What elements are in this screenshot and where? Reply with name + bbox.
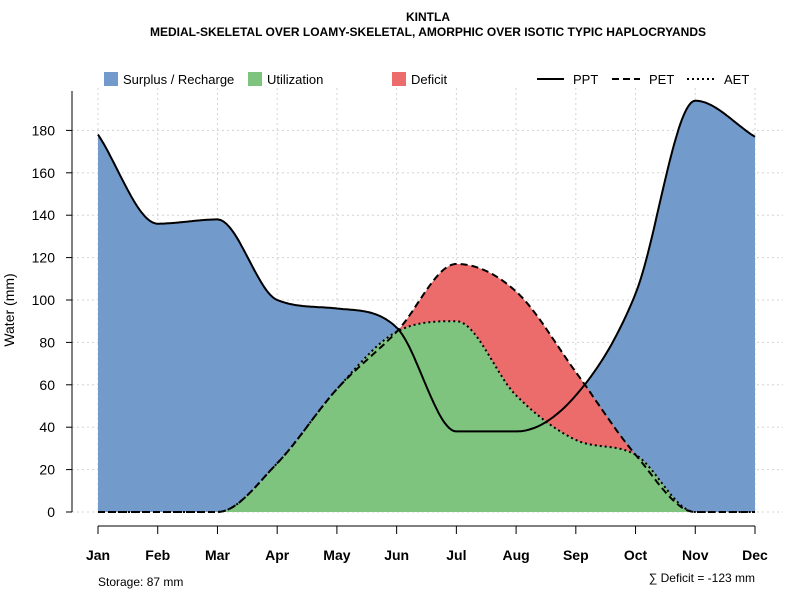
legend-label-ppt: PPT [573,72,598,87]
y-tick-label: 20 [39,462,55,478]
legend-label-deficit: Deficit [411,72,448,87]
areas [98,100,755,512]
legend-swatch-deficit [392,72,406,86]
legend-label-utilization: Utilization [267,72,323,87]
x-tick-label: Feb [145,547,170,563]
legend-swatch-utilization [248,72,262,86]
chart-title: KINTLA [406,10,450,24]
aet-line [98,320,755,513]
y-tick-label: 80 [39,334,55,350]
x-tick-label: Apr [265,547,290,563]
x-tick-label: May [323,547,350,563]
utilization-area [98,321,755,512]
chart-subtitle: MEDIAL-SKELETAL OVER LOAMY-SKELETAL, AMO… [150,25,706,39]
pet-line [98,263,755,513]
y-tick-label: 0 [47,504,55,520]
x-tick-label: Aug [502,547,529,563]
series-lines [97,99,756,513]
y-axis-label: Water (mm) [1,273,17,346]
x-tick-label: Sep [563,547,589,563]
ppt-line [97,99,756,433]
y-tick-label: 60 [39,377,55,393]
legend-label-surplus: Surplus / Recharge [123,72,234,87]
axes: 0 20 40 60 80 100 120 140 160 180 Jan Feb Mar Apr May J… [32,91,768,563]
y-tick-label: 140 [32,207,56,223]
x-tick-label: Mar [205,547,230,563]
legend-label-pet: PET [649,72,674,87]
x-tick-label: Jul [446,547,466,563]
storage-annotation: Storage: 87 mm [98,575,183,589]
x-tick-label: Nov [682,547,709,563]
y-tick-label: 160 [32,165,56,181]
y-tick-label: 40 [39,419,55,435]
legend-label-aet: AET [724,72,749,87]
deficit-annotation: ∑ Deficit = -123 mm [649,571,755,585]
deficit-area [98,264,755,512]
x-tick-label: Dec [742,547,768,563]
x-tick-label: Oct [624,547,648,563]
y-tick-label: 120 [32,250,56,266]
legend-swatch-surplus [104,72,118,86]
x-tick-label: Jun [384,547,409,563]
y-tick-label: 100 [32,292,56,308]
legend: Surplus / Recharge Utilization Deficit P… [104,72,749,87]
y-tick-label: 180 [32,122,56,138]
x-tick-label: Jan [86,547,110,563]
